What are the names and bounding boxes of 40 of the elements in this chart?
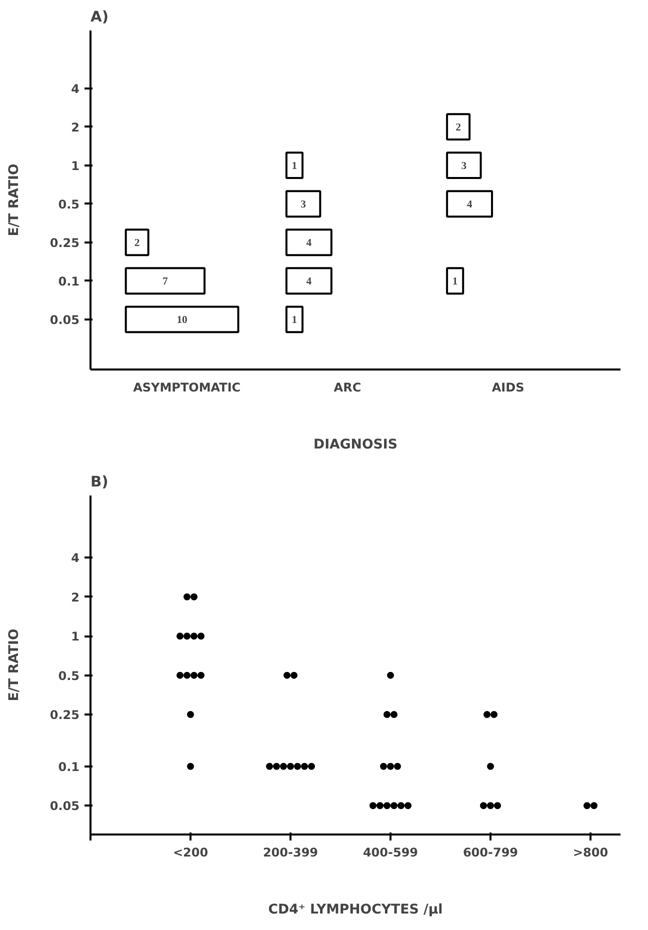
- x-tick-label: AIDS: [492, 380, 524, 394]
- y-axis-title: E/T RATIO: [6, 164, 22, 236]
- y-tick-label: 0.1: [58, 760, 80, 774]
- y-tick-label: 0.25: [50, 236, 80, 250]
- y-tick-label: 2: [71, 120, 80, 134]
- y-axis-title: E/T RATIO: [6, 628, 22, 702]
- x-tick-label: >800: [572, 846, 608, 860]
- data-label: 7: [162, 276, 169, 288]
- chart-title: B): [90, 474, 108, 490]
- data-label: 4: [306, 276, 312, 288]
- x-tick-label: 200-399: [262, 846, 318, 860]
- x-tick-label: ASYMPTOMATIC: [133, 380, 241, 394]
- y-tick-label: 4: [71, 82, 80, 96]
- x-tick-label: <200: [172, 846, 208, 860]
- x-tick-label: 600-799: [462, 846, 518, 860]
- y-tick-label: 0.1: [58, 274, 80, 288]
- data-label: 10: [176, 314, 188, 326]
- data-label: 2: [134, 238, 140, 249]
- x-axis-title: DIAGNOSIS: [314, 438, 398, 452]
- data-label: 4: [466, 199, 473, 210]
- data-label: 3: [300, 199, 306, 210]
- y-tick-label: 4: [71, 551, 80, 566]
- x-axis-title: CD4⁺ LYMPHOCYTES /µl: [268, 902, 443, 918]
- chart-title: A): [90, 8, 109, 26]
- data-label: 2: [456, 122, 461, 134]
- y-tick-label: 2: [71, 590, 80, 604]
- x-tick-label: 400-599: [362, 846, 418, 860]
- data-label: 1: [452, 276, 458, 288]
- y-tick-label: 0.5: [58, 668, 80, 683]
- x-tick-label: ARC: [334, 380, 362, 394]
- data-label: 1: [292, 314, 298, 326]
- y-tick-label: 0.25: [50, 708, 80, 722]
- data-label: 1: [292, 160, 298, 172]
- y-tick-label: 1: [71, 630, 80, 644]
- data-label: 4: [306, 238, 312, 249]
- y-tick-label: 0.05: [50, 799, 80, 814]
- y-tick-label: 0.5: [58, 197, 80, 212]
- y-tick-label: 0.05: [50, 312, 80, 327]
- y-tick-label: 1: [71, 158, 80, 173]
- data-label: 3: [461, 160, 467, 172]
